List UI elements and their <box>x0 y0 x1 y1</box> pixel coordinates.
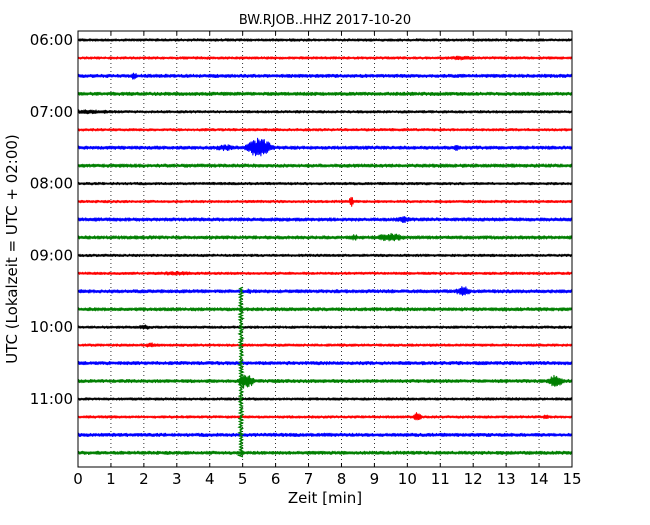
trace-10:30 <box>77 360 573 366</box>
x-tick-label: 3 <box>172 470 182 488</box>
plot-frame <box>77 30 573 468</box>
y-axis-label: UTC (Lokalzeit = UTC + 02:00) <box>3 134 21 364</box>
trace-11:30 <box>77 432 573 438</box>
trace-11:45 <box>77 450 573 455</box>
trace-10:00 <box>77 324 573 330</box>
trace-06:00 <box>77 38 573 42</box>
x-tick-label: 10 <box>398 470 417 488</box>
x-tick-label: 9 <box>370 470 380 488</box>
x-tick-label: 5 <box>238 470 248 488</box>
y-tick-label: 06:00 <box>30 31 73 49</box>
x-tick-label: 6 <box>271 470 281 488</box>
y-tick-label: 07:00 <box>30 103 73 121</box>
trace-09:45 <box>77 307 573 312</box>
trace-11:00 <box>77 397 573 401</box>
trace-10:45 <box>77 374 573 389</box>
y-tick-label: 11:00 <box>30 390 73 408</box>
trace-08:30 <box>77 216 573 224</box>
trace-07:30 <box>77 137 573 157</box>
x-tick-label: 15 <box>562 470 581 488</box>
y-tick-label: 09:00 <box>30 246 73 264</box>
spike-layer <box>236 286 246 458</box>
trace-10:15 <box>77 342 573 348</box>
axis-ticks: 0 1 2 3 4 5 6 7 8 9 10 11 12 13 14 1506:0007:0008:0009:… <box>30 31 582 488</box>
y-tick-label: 10:00 <box>30 318 73 336</box>
event-spike <box>236 286 246 458</box>
x-tick-label: 1 <box>106 470 116 488</box>
trace-11:15 <box>77 412 573 421</box>
trace-06:30 <box>77 72 573 80</box>
x-axis-label: Zeit [min] <box>288 489 362 507</box>
trace-09:15 <box>77 270 573 276</box>
trace-08:00 <box>77 181 573 186</box>
x-tick-label: 4 <box>205 470 215 488</box>
x-tick-label: 12 <box>464 470 483 488</box>
trace-06:45 <box>77 91 573 96</box>
trace-08:45 <box>77 232 573 242</box>
x-tick-label: 2 <box>139 470 149 488</box>
trace-07:00 <box>77 109 573 115</box>
trace-layer <box>77 38 573 455</box>
x-tick-label: 0 <box>73 470 83 488</box>
x-tick-label: 8 <box>337 470 347 488</box>
x-tick-label: 13 <box>497 470 516 488</box>
grid-lines <box>110 31 540 467</box>
x-tick-label: 7 <box>304 470 314 488</box>
trace-07:15 <box>77 128 573 132</box>
trace-08:15 <box>77 196 573 207</box>
chart-title: BW.RJOB..HHZ 2017-10-20 <box>239 13 411 28</box>
x-tick-label: 11 <box>431 470 450 488</box>
y-tick-label: 08:00 <box>30 175 73 193</box>
trace-07:45 <box>77 163 573 168</box>
trace-09:30 <box>77 286 573 296</box>
trace-09:00 <box>77 253 573 258</box>
trace-06:15 <box>77 55 573 61</box>
x-tick-label: 14 <box>530 470 549 488</box>
